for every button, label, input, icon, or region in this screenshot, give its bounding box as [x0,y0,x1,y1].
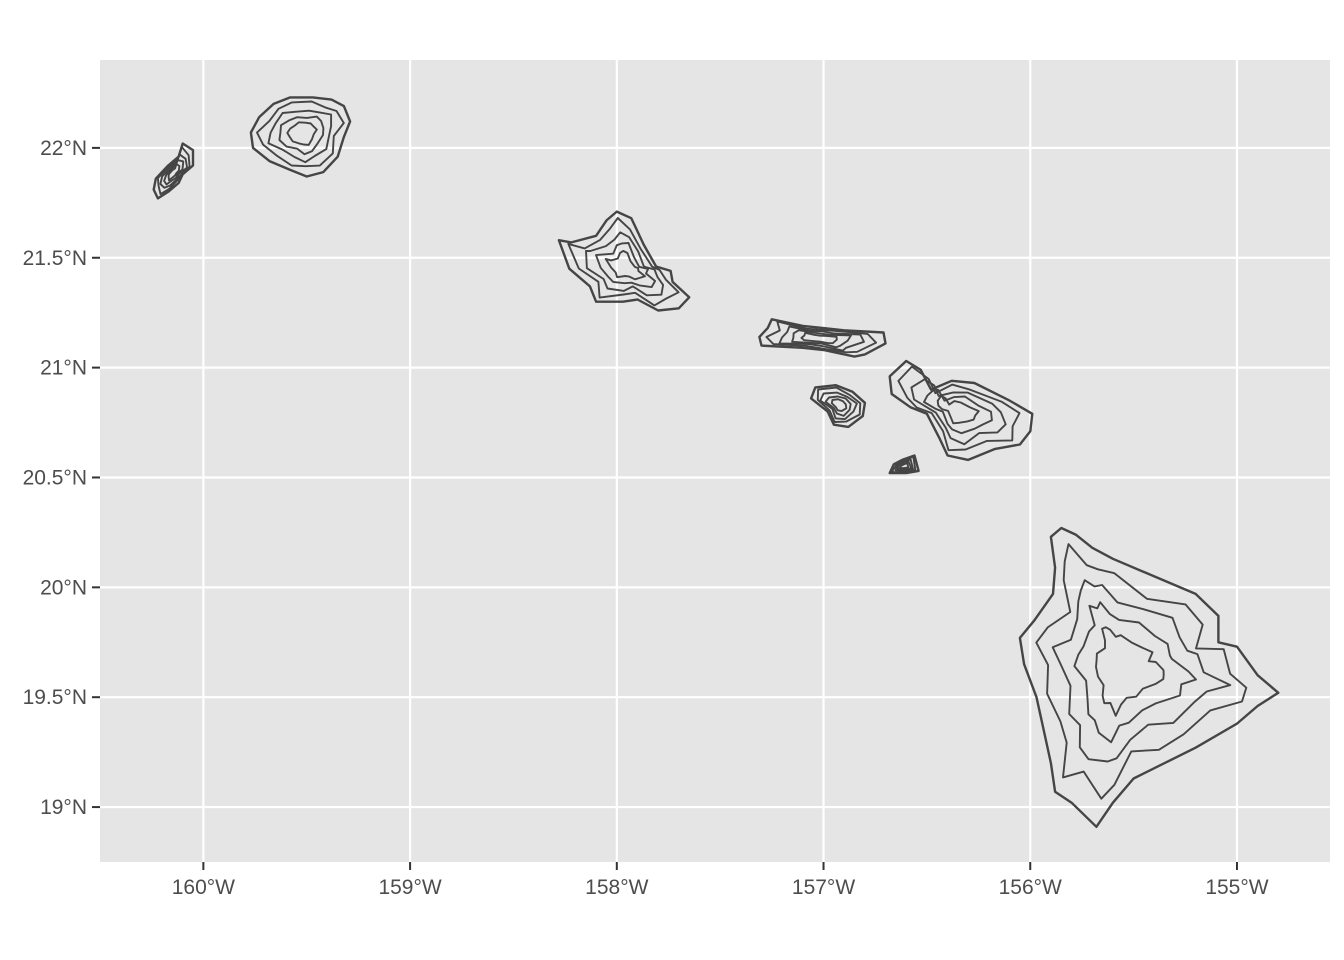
island-hawaii [1018,526,1280,828]
island-molokai [758,318,887,358]
island-contour [791,329,852,349]
island-contour [256,100,345,168]
island-contour [159,153,189,189]
island-lanai [809,384,867,429]
island-contour [585,231,665,297]
island-contour [778,325,865,352]
island-contour [898,462,910,470]
island-contour [824,395,852,417]
major-gridlines [100,60,1330,862]
island-contour [890,455,917,474]
island-contour [800,331,838,345]
island-contour [1051,579,1232,763]
y-tick-label: 20°N [40,576,87,599]
island-contour [167,163,181,182]
island-contour [163,159,185,186]
y-axis: 22°N 21.5°N 21°N 20.5°N 20°N 19.5°N 19°N [23,137,100,819]
island-outline [152,142,195,200]
island-contour [1073,601,1197,744]
island-contour [604,249,646,281]
island-outline [888,359,1034,462]
island-maui [888,359,1034,462]
x-tick-label: 157°W [792,876,855,899]
island-outline [758,318,887,358]
island-contour [1095,626,1165,717]
y-tick-label: 21°N [40,357,87,380]
island-outline [809,384,867,429]
island-contour [896,460,913,471]
y-tick-label: 19.5°N [23,686,87,709]
island-contour [595,242,657,289]
y-tick-label: 20.5°N [23,466,87,489]
island-contour [894,458,914,472]
island-contour [267,109,333,164]
island-kahoolawe [888,454,920,475]
x-tick-label: 159°W [378,876,441,899]
y-tick-label: 22°N [40,137,87,160]
island-contour [830,398,848,412]
island-outline [557,210,691,312]
island-contour [765,320,878,354]
y-tick-label: 21.5°N [23,247,87,270]
island-contour [897,365,1021,452]
island-kauai [249,96,352,178]
x-tick-label: 156°W [999,876,1062,899]
x-tick-label: 155°W [1205,876,1268,899]
island-contour [156,145,191,196]
x-tick-label: 160°W [172,876,235,899]
island-contour [923,388,993,435]
island-oahu [557,210,691,312]
island-contour [936,394,980,425]
island-contour [286,121,318,146]
island-contour [819,391,858,421]
island-outline [249,96,352,178]
y-tick-label: 19°N [40,796,87,819]
island-contour [567,217,680,307]
map-panel-background [100,60,1330,862]
island-contour [1035,543,1248,800]
island-outline [1018,526,1280,828]
island-outlines [152,96,1280,828]
island-contour [816,386,862,423]
island-contour [910,378,1007,446]
island-niihau [152,142,195,200]
island-contour [278,115,325,156]
x-axis: 160°W 159°W 158°W 157°W 156°W 155°W [172,862,1269,899]
x-tick-label: 158°W [585,876,648,899]
